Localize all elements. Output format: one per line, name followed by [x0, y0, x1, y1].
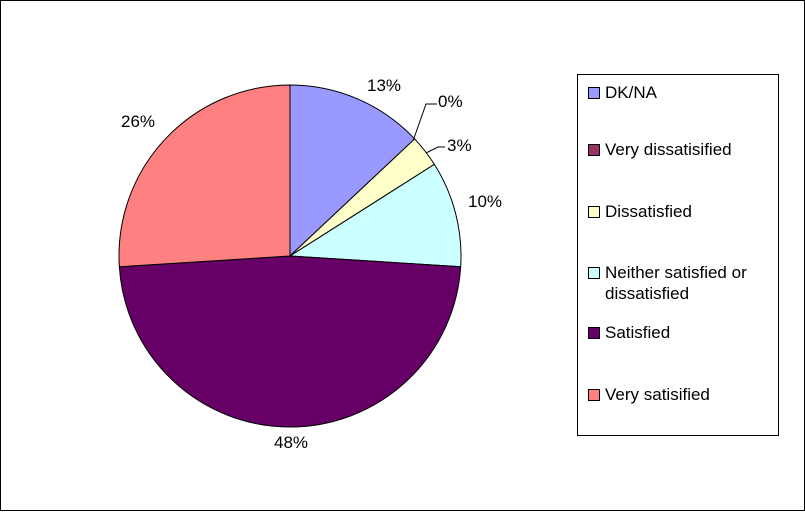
legend-label-very-satisified: Very satisified [605, 385, 710, 404]
leader-line-dissatisfied [425, 146, 445, 154]
legend-item-very-satisified: Very satisified [588, 384, 710, 405]
data-label-very-satisified: 26% [121, 112, 155, 131]
legend-label-very-dissatisified: Very dissatisified [605, 140, 732, 159]
legend-swatch-very-satisified [588, 389, 600, 401]
data-label-dissatisfied: 3% [447, 136, 472, 155]
legend: DK/NA Very dissatisified Dissatisfied Ne… [577, 74, 779, 436]
leader-line-very-dissatisified [412, 103, 437, 142]
pie-slice-very-satisified [118, 84, 291, 268]
data-label-satisfied: 48% [274, 433, 308, 452]
legend-swatch-dissatisfied [588, 206, 600, 218]
legend-swatch-satisfied [588, 327, 600, 339]
legend-label-neither: Neither satisfied or dissatisfied [605, 263, 747, 303]
legend-label-dk-na: DK/NA [605, 83, 657, 102]
legend-swatch-neither [588, 267, 600, 279]
legend-swatch-very-dissatisified [588, 144, 600, 156]
legend-label-satisfied: Satisfied [605, 323, 671, 342]
pie-slice-satisfied [118, 255, 462, 428]
legend-item-neither: Neither satisfied or dissatisfied [588, 262, 773, 304]
data-label-dk-na: 13% [367, 76, 401, 95]
data-label-neither-satisfied-or-dissatisfied: 10% [468, 192, 502, 211]
legend-swatch-dk-na [588, 87, 600, 99]
pie-slice-neither-satisfied-or-dissatisfied [288, 163, 462, 268]
legend-label-dissatisfied: Dissatisfied [605, 202, 692, 221]
legend-item-satisfied: Satisfied [588, 322, 670, 343]
data-label-very-dissatisified: 0% [438, 92, 463, 111]
legend-item-dissatisfied: Dissatisfied [588, 201, 692, 222]
legend-item-dk-na: DK/NA [588, 82, 657, 103]
legend-item-very-dissatisified: Very dissatisified [588, 139, 732, 160]
pie-slice-dk-na [289, 84, 416, 258]
